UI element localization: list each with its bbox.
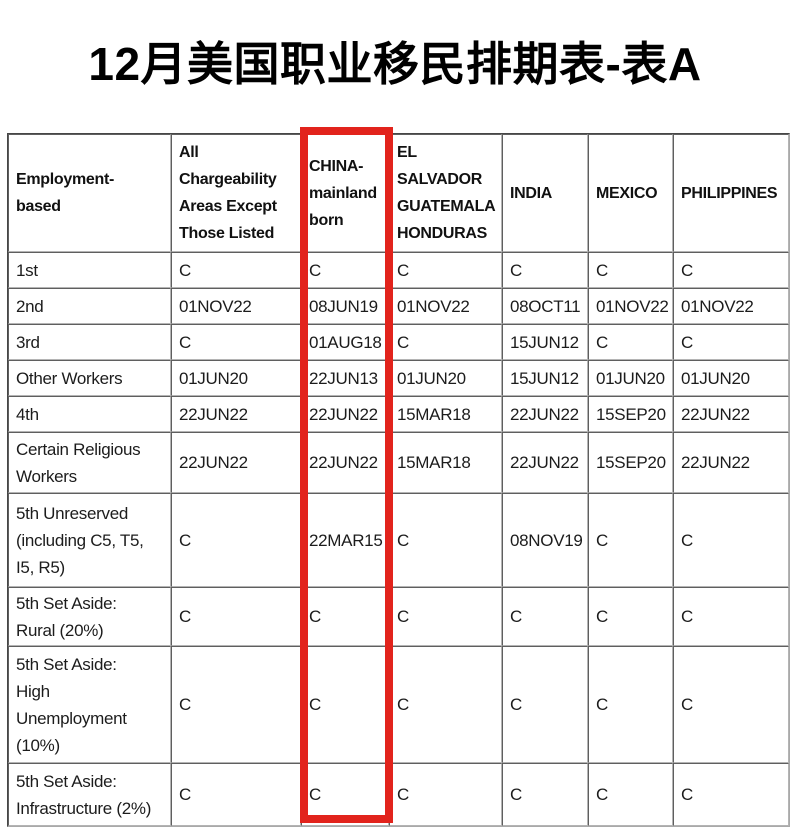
visa-date-cell-china: C [301,252,389,288]
visa-date-cell-all_areas: C [171,763,301,826]
visa-date-cell-mexico: C [588,252,673,288]
row-label-cell: 5th Unreserved (including C5, T5, I5, R5… [8,493,171,587]
row-label-cell: 5th Set Aside: Infrastructure (2%) [8,763,171,826]
visa-date-cell-el_salvador: 15MAR18 [389,396,502,432]
visa-date-cell-india: C [502,646,588,763]
visa-date-cell-mexico: 15SEP20 [588,432,673,493]
row-label-cell: 1st [8,252,171,288]
visa-date-cell-all_areas: 01JUN20 [171,360,301,396]
visa-date-cell-all_areas: C [171,587,301,646]
table-row: Other Workers 01JUN20 22JUN13 01JUN20 15JUN1… [8,360,789,396]
visa-date-cell-all_areas: C [171,324,301,360]
visa-date-cell-el_salvador: C [389,493,502,587]
visa-date-cell-india: C [502,763,588,826]
visa-date-cell-mexico: C [588,324,673,360]
row-label-cell: 3rd [8,324,171,360]
visa-date-cell-philippines: 22JUN22 [673,396,789,432]
visa-date-cell-philippines: 01JUN20 [673,360,789,396]
visa-date-cell-india: 15JUN12 [502,360,588,396]
visa-date-cell-mexico: C [588,646,673,763]
visa-date-cell-el_salvador: 01JUN20 [389,360,502,396]
visa-date-cell-philippines: C [673,493,789,587]
visa-date-cell-mexico: 15SEP20 [588,396,673,432]
column-header-all_areas: All Chargeability Areas Except Those Lis… [171,134,301,252]
visa-date-cell-all_areas: C [171,252,301,288]
table-row: 1st C C C C C C [8,252,789,288]
visa-date-cell-mexico: 01JUN20 [588,360,673,396]
visa-date-cell-philippines: C [673,587,789,646]
visa-date-cell-india: C [502,587,588,646]
visa-date-cell-china: 22JUN22 [301,396,389,432]
table-row: 5th Set Aside: Rural (20%) C C C C C C [8,587,789,646]
visa-date-cell-india: C [502,252,588,288]
row-label-cell: 4th [8,396,171,432]
visa-date-cell-all_areas: 22JUN22 [171,432,301,493]
visa-date-cell-china: 22JUN22 [301,432,389,493]
table-row: 5th Set Aside: Infrastructure (2%) C C C C C C [8,763,789,826]
visa-date-cell-el_salvador: 01NOV22 [389,288,502,324]
visa-date-cell-china: 01AUG18 [301,324,389,360]
visa-date-cell-philippines: 01NOV22 [673,288,789,324]
visa-date-cell-india: 08OCT11 [502,288,588,324]
table-body: 1st C C C C C C 2nd 01NOV22 08JUN19 01NOV22 08OCT11… [8,252,789,826]
row-label-cell: Certain Religious Workers [8,432,171,493]
column-header-el_salvador: EL SALVADOR GUATEMALA HONDURAS [389,134,502,252]
column-header-india: INDIA [502,134,588,252]
table-row: 5th Set Aside: High Unemployment (10%) C C… [8,646,789,763]
visa-date-cell-philippines: C [673,324,789,360]
row-label-cell: 2nd [8,288,171,324]
visa-date-cell-india: 22JUN22 [502,432,588,493]
table-row: 2nd 01NOV22 08JUN19 01NOV22 08OCT11 01NOV22 01… [8,288,789,324]
visa-date-cell-el_salvador: C [389,324,502,360]
visa-date-cell-india: 08NOV19 [502,493,588,587]
visa-date-cell-china: 08JUN19 [301,288,389,324]
visa-date-cell-china: C [301,646,389,763]
visa-bulletin-table: Employment- based All Chargeability Areas… [7,133,790,827]
column-header-label: Employment- based [8,134,171,252]
visa-date-cell-el_salvador: C [389,587,502,646]
table-row: 5th Unreserved (including C5, T5, I5, R5… [8,493,789,587]
table-row: Certain Religious Workers 22JUN22 22JUN22 1… [8,432,789,493]
visa-date-cell-philippines: C [673,763,789,826]
table-row: 4th 22JUN22 22JUN22 15MAR18 22JUN22 15SEP20 22… [8,396,789,432]
visa-date-cell-el_salvador: C [389,646,502,763]
visa-date-cell-china: C [301,587,389,646]
visa-date-cell-philippines: C [673,252,789,288]
column-header-china: CHINA- mainland born [301,134,389,252]
visa-date-cell-india: 22JUN22 [502,396,588,432]
table-row: 3rd C 01AUG18 C 15JUN12 C C [8,324,789,360]
visa-date-cell-all_areas: C [171,493,301,587]
visa-date-cell-mexico: C [588,493,673,587]
visa-date-cell-india: 15JUN12 [502,324,588,360]
visa-date-cell-china: 22MAR15 [301,493,389,587]
visa-date-cell-mexico: C [588,587,673,646]
row-label-cell: 5th Set Aside: Rural (20%) [8,587,171,646]
visa-date-cell-all_areas: 01NOV22 [171,288,301,324]
visa-date-cell-philippines: 22JUN22 [673,432,789,493]
visa-date-cell-china: 22JUN13 [301,360,389,396]
page-title: 12月美国职业移民排期表-表A [88,38,702,90]
visa-date-cell-mexico: 01NOV22 [588,288,673,324]
visa-date-cell-el_salvador: C [389,252,502,288]
visa-date-cell-all_areas: 22JUN22 [171,396,301,432]
visa-date-cell-el_salvador: 15MAR18 [389,432,502,493]
column-header-mexico: MEXICO [588,134,673,252]
visa-date-cell-philippines: C [673,646,789,763]
visa-date-cell-mexico: C [588,763,673,826]
visa-date-cell-el_salvador: C [389,763,502,826]
column-header-philippines: PHILIPPINES [673,134,789,252]
visa-date-cell-china: C [301,763,389,826]
row-label-cell: 5th Set Aside: High Unemployment (10%) [8,646,171,763]
row-label-cell: Other Workers [8,360,171,396]
visa-date-cell-all_areas: C [171,646,301,763]
table-header-row: Employment- based All Chargeability Areas… [8,134,789,252]
